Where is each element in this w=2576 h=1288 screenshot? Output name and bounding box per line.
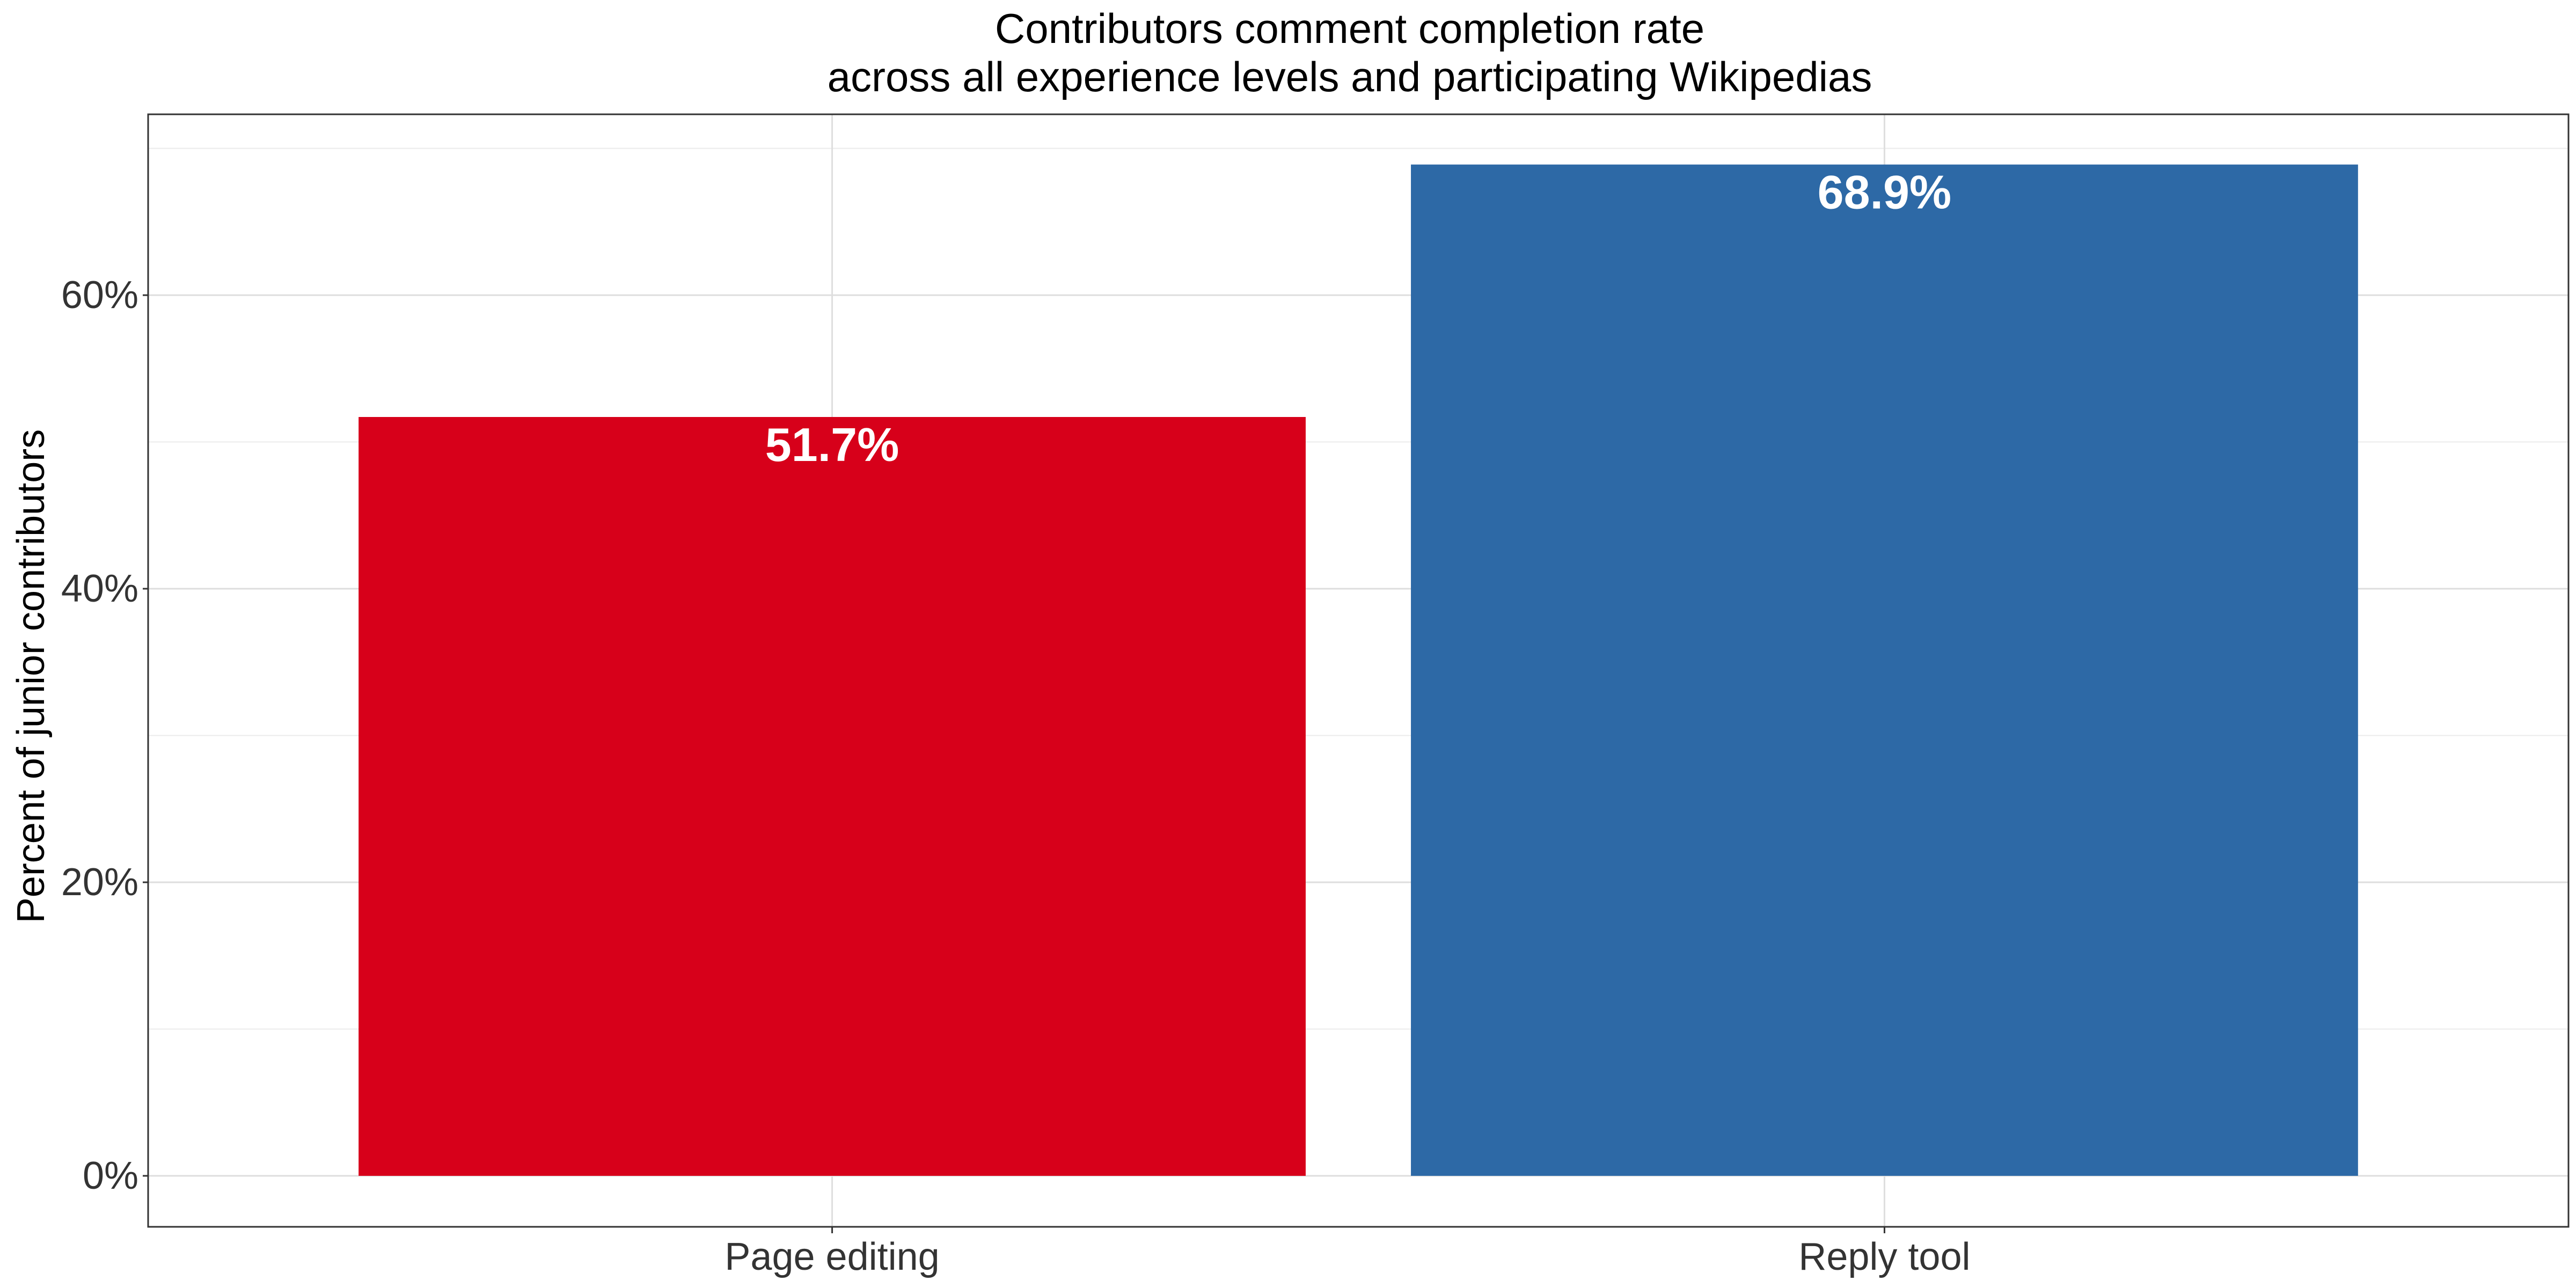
plot-panel-border: [147, 113, 2570, 1228]
y-tick-label: 60%: [61, 274, 138, 317]
bars: [358, 164, 2358, 1176]
y-axis: 0% 20% 40% 60%: [61, 274, 148, 1197]
bar-data-label: 51.7%: [765, 418, 899, 471]
x-tick-label: Reply tool: [1798, 1235, 1970, 1278]
bar-data-label: 68.9%: [1818, 166, 1952, 219]
y-tick-label: 20%: [61, 861, 138, 904]
bar-data-labels: 51.7% 68.9%: [765, 166, 1951, 471]
y-tick-label: 0%: [83, 1154, 138, 1197]
x-tick-label: Page editing: [724, 1235, 939, 1278]
bar: [358, 417, 1306, 1176]
y-axis-label: Percent of junior contributors: [10, 429, 53, 923]
chart-subtitle: across all experience levels and partici…: [828, 53, 1872, 100]
x-axis: Page editing Reply tool: [724, 1227, 1971, 1278]
y-tick-label: 40%: [61, 567, 138, 610]
chart-title: Contributors comment completion rate: [995, 5, 1704, 52]
bar: [1411, 164, 2358, 1176]
